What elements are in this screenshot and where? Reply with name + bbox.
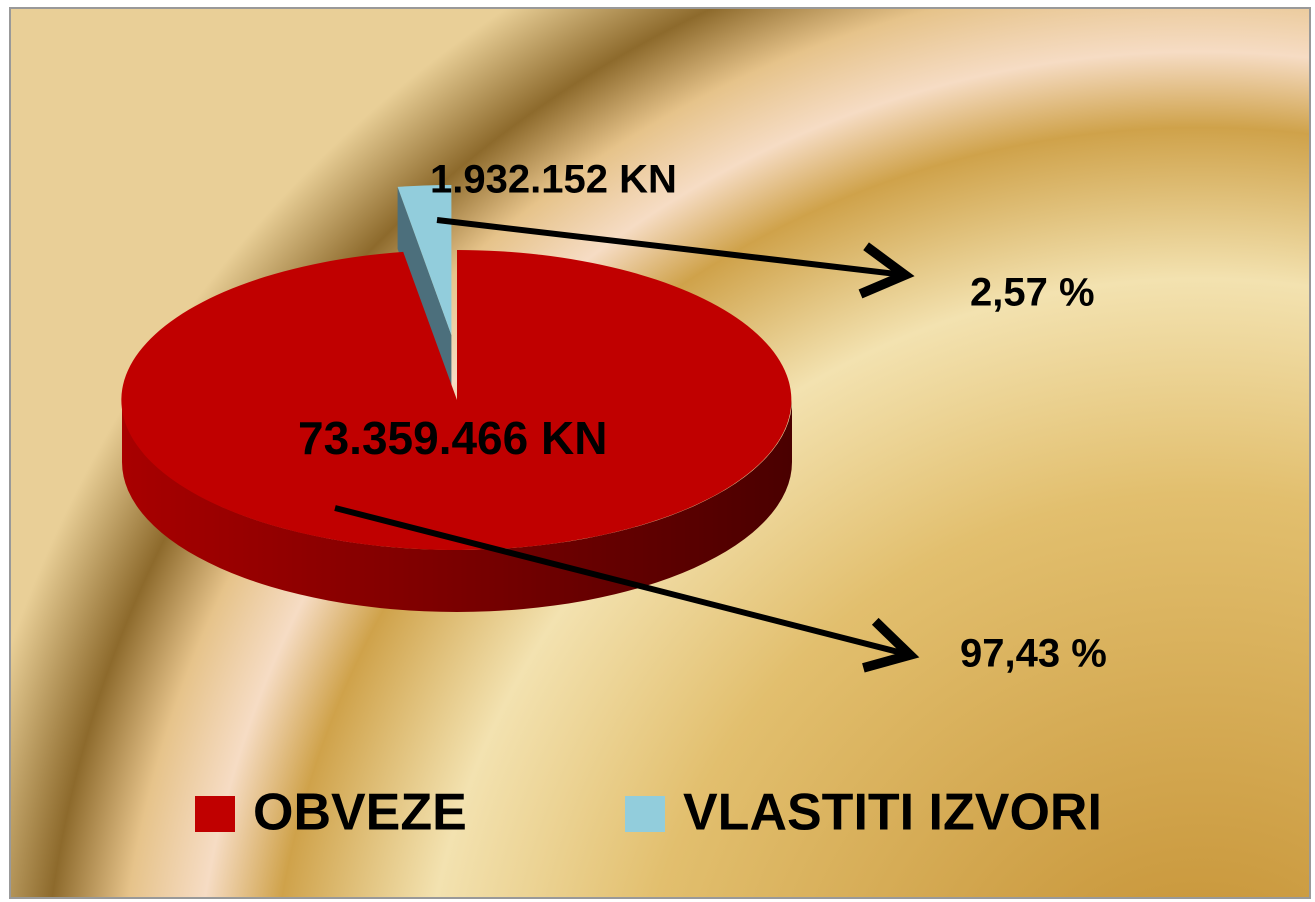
legend-swatch	[625, 796, 665, 832]
percent-label: 97,43 %	[960, 632, 1107, 676]
slice	[121, 250, 792, 550]
pie	[121, 184, 792, 612]
percent-label: 2,57 %	[970, 271, 1095, 315]
legend-swatch	[195, 796, 235, 832]
slice-side	[122, 400, 792, 612]
value-label: 1.932.152 KN	[430, 158, 677, 202]
legend-label: VLASTITI IZVORI	[683, 784, 1102, 842]
arrow	[436, 217, 915, 299]
legend: OBVEZE VLASTITI IZVORI	[195, 784, 1102, 842]
arrow	[334, 505, 920, 673]
slice-side	[397, 186, 452, 397]
legend-label: OBVEZE	[253, 784, 467, 842]
value-label: 73.359.466 KN	[298, 412, 607, 464]
